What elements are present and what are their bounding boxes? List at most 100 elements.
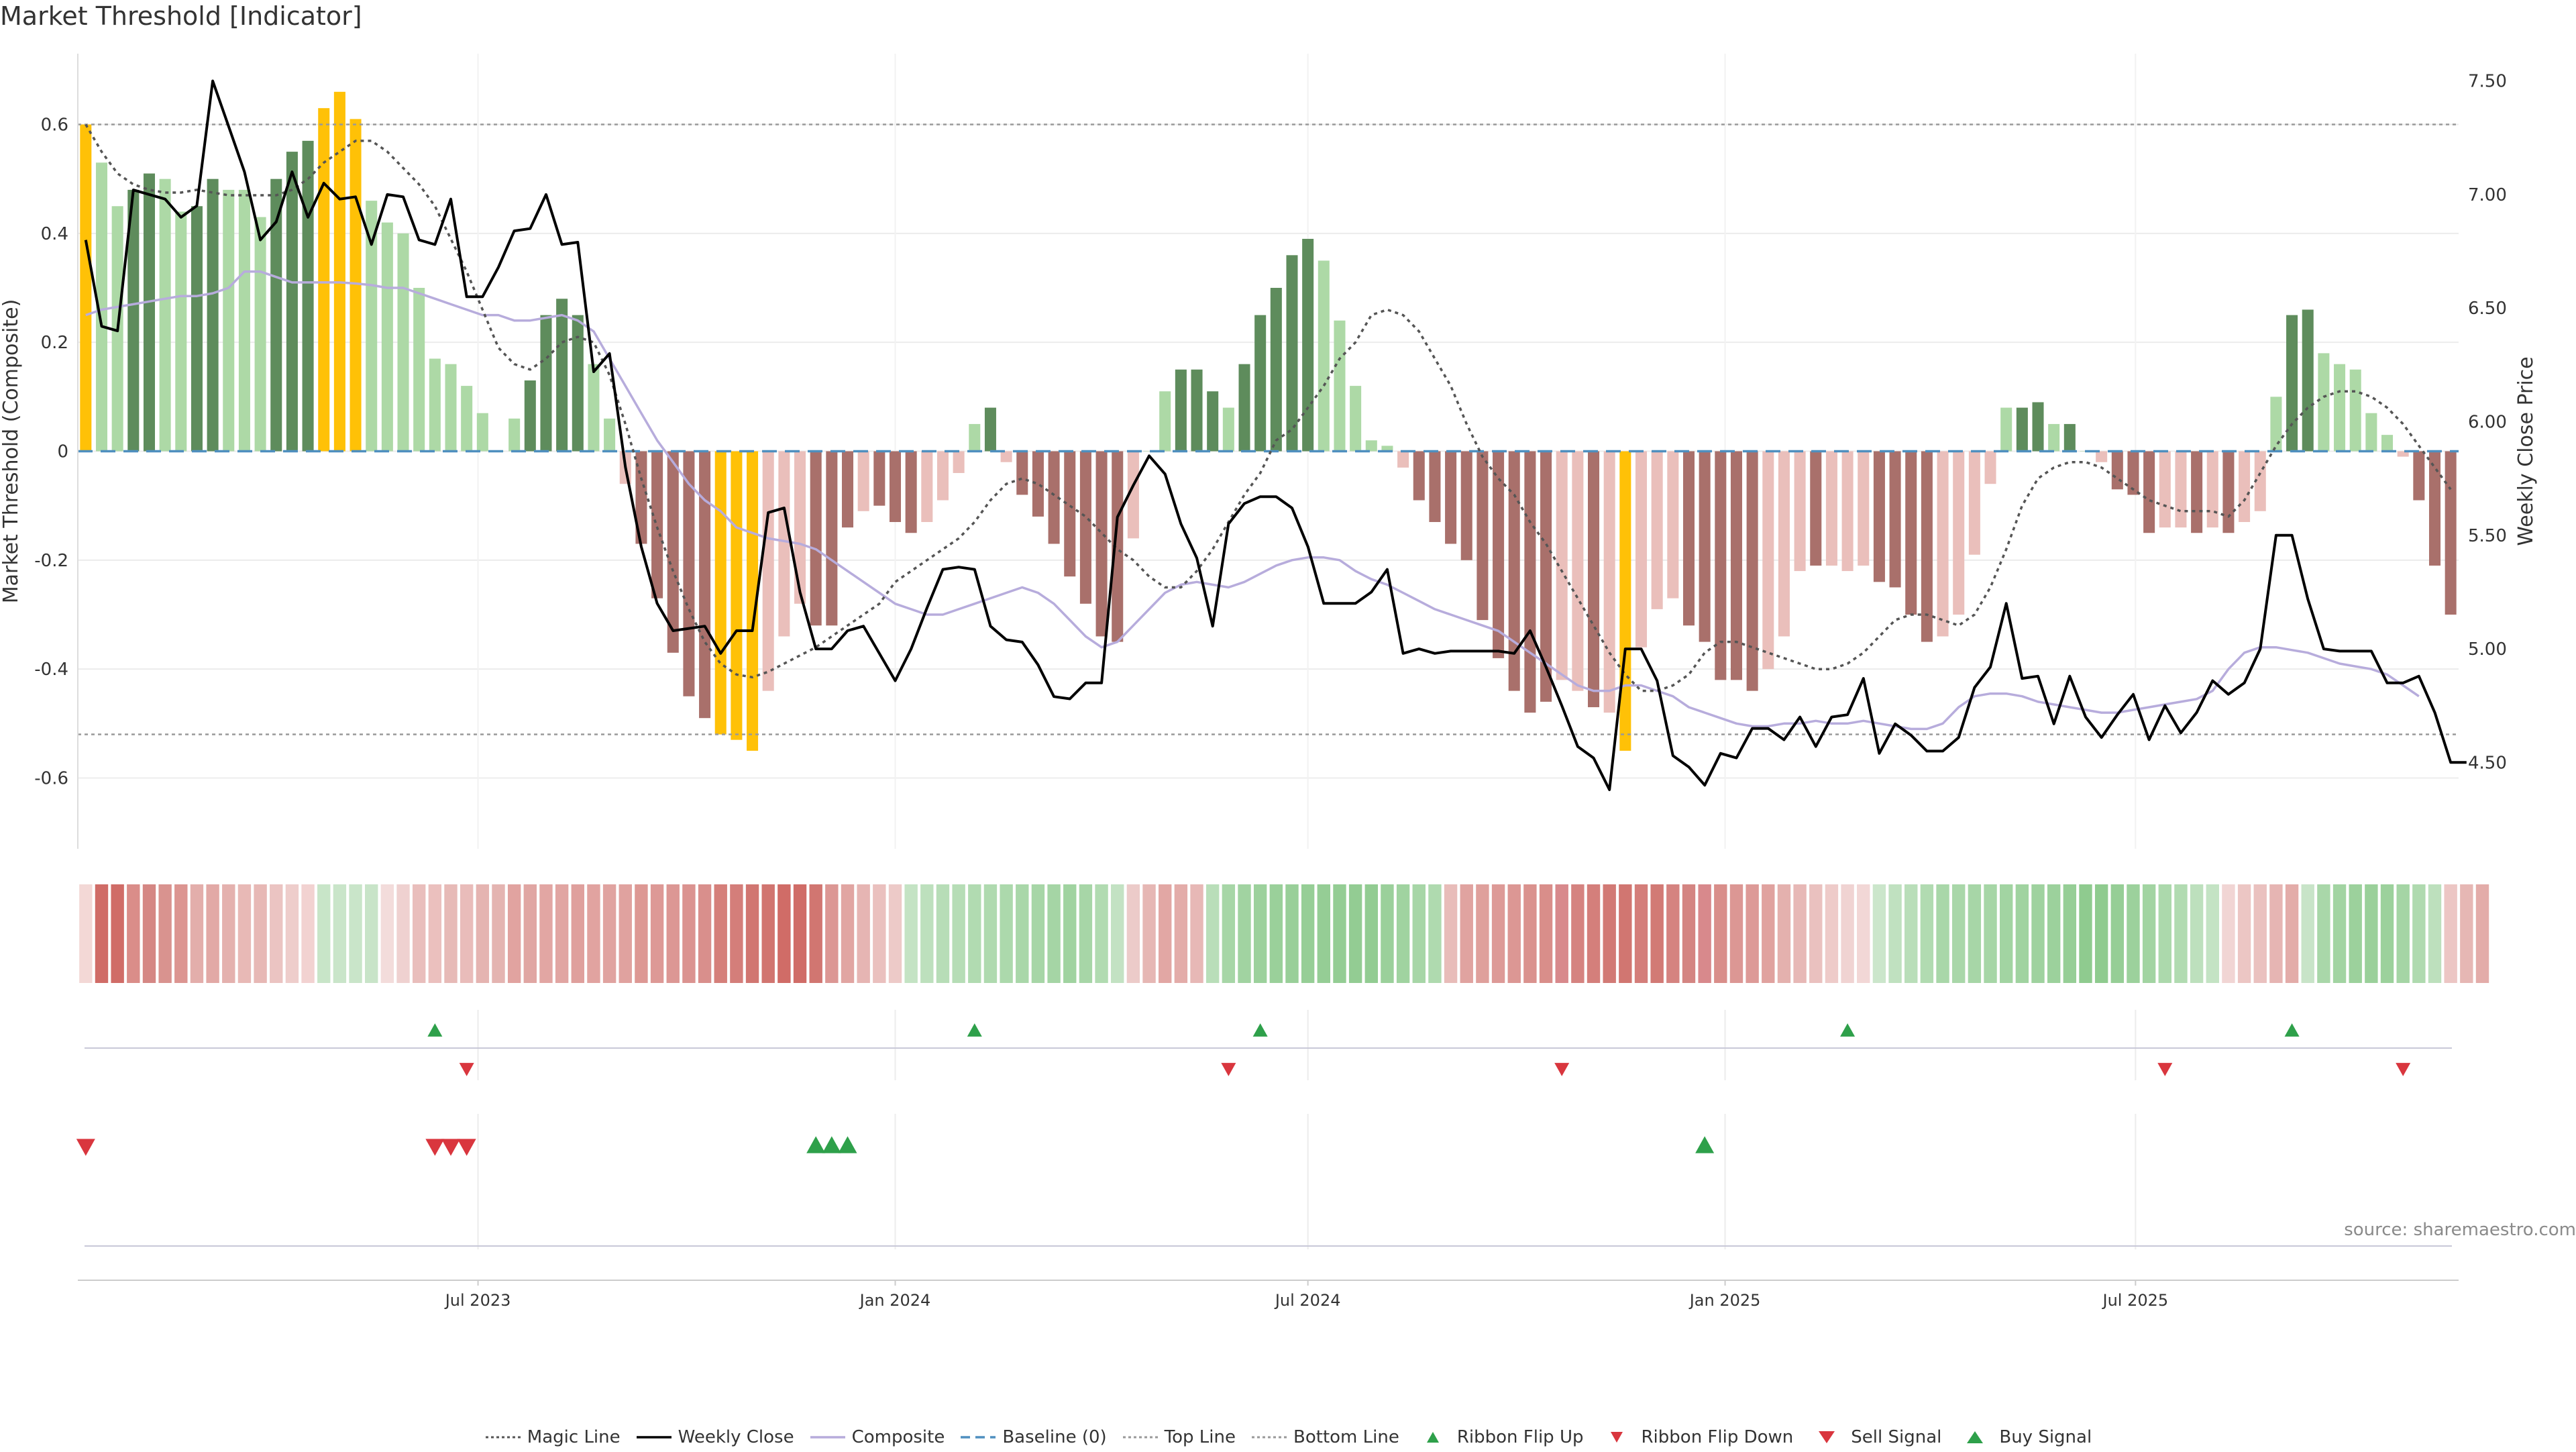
ribbon-cell: [1016, 884, 1029, 983]
ribbon-cell: [2174, 884, 2188, 983]
ribbon-cell: [2237, 884, 2251, 983]
composite-bar: [1953, 451, 1965, 615]
ribbon-cell: [1460, 884, 1473, 983]
composite-bar: [1667, 451, 1679, 599]
ribbon-cell: [79, 884, 93, 983]
ribbon-cell: [936, 884, 950, 983]
ribbon-cell: [1333, 884, 1346, 983]
ribbon-cell: [2412, 884, 2426, 983]
composite-bar: [333, 91, 345, 452]
composite-bar: [889, 451, 902, 523]
ribbon-cell: [142, 884, 156, 983]
composite-bar: [1905, 451, 1917, 615]
composite-bar: [1350, 386, 1362, 452]
sell-signal-marker: [441, 1139, 461, 1156]
composite-bar: [1889, 451, 1901, 588]
axes: -0.6 -0.4 -0.2 0 0.2 0.4 0.6 4.50 5.00 5.50 6.00 6.…: [0, 54, 2538, 849]
composite-bar: [683, 451, 695, 696]
dotted-gray-line-icon: [1250, 1431, 1288, 1444]
ribbon-cell: [1825, 884, 1839, 983]
composite-bars: [80, 91, 2457, 751]
composite-bar: [1730, 451, 1742, 680]
composite-bar: [588, 364, 600, 452]
ribbon-cell: [587, 884, 600, 983]
composite-bar: [1112, 451, 1124, 642]
composite-bar: [127, 189, 140, 452]
composite-bar: [1921, 451, 1933, 642]
ribbon-cell: [1714, 884, 1727, 983]
ribbon-cell: [1762, 884, 1775, 983]
composite-bar: [2159, 451, 2171, 528]
composite-bar: [1984, 451, 1996, 484]
ribbon-cell: [1984, 884, 1997, 983]
ribbon-cell: [333, 884, 347, 983]
x-tick-label: Jan 2024: [859, 1291, 931, 1310]
composite-bar: [857, 451, 869, 511]
ribbon-cell: [2222, 884, 2235, 983]
ribbon-cell: [714, 884, 727, 983]
ribbon-cell: [206, 884, 219, 983]
composite-bar: [2302, 309, 2314, 452]
ribbon-cell: [888, 884, 902, 983]
composite-bar: [381, 222, 393, 452]
composite-bar: [936, 451, 949, 501]
ribbon-cell: [571, 884, 584, 983]
composite-bar: [2048, 423, 2060, 452]
series-lines: [78, 79, 2467, 791]
composite-bar: [2222, 451, 2235, 533]
ribbon-cell: [317, 884, 331, 983]
ribbon-cell: [1412, 884, 1426, 983]
ribbon-cell: [635, 884, 648, 983]
ribbon-cell: [1634, 884, 1648, 983]
composite-bar: [2032, 402, 2044, 452]
legend-label: Top Line: [1164, 1427, 1236, 1447]
composite-bar: [1619, 451, 1631, 751]
sell-signal-marker: [457, 1139, 476, 1156]
composite-bar: [429, 358, 441, 452]
ribbon-cell: [1857, 884, 1870, 983]
composite-bar: [2413, 451, 2425, 501]
y-tick-label: 0: [57, 442, 68, 462]
ribbon-cell: [1126, 884, 1140, 983]
buy-signal-marker: [838, 1136, 857, 1153]
ribbon-cell: [492, 884, 505, 983]
ribbon-cell: [682, 884, 696, 983]
ribbon-cell: [523, 884, 537, 983]
composite-bar: [1318, 260, 1330, 452]
x-tick-label: Jul 2023: [444, 1291, 511, 1310]
composite-bar: [1445, 451, 1457, 544]
ribbon-cell: [2285, 884, 2299, 983]
composite-bar: [2318, 353, 2330, 452]
composite-bar: [747, 451, 759, 751]
composite-bar: [1286, 255, 1298, 452]
ribbon-cell: [1777, 884, 1791, 983]
composite-bar: [397, 233, 409, 452]
ribbon-cell: [857, 884, 870, 983]
ribbon-cell: [1698, 884, 1711, 983]
ribbon-cell: [1190, 884, 1203, 983]
ribbon-cell: [476, 884, 490, 983]
ribbon-cell: [380, 884, 394, 983]
ribbon-cell: [2444, 884, 2457, 983]
ribbon-cell: [174, 884, 188, 983]
legend-item: Magic Line: [484, 1427, 621, 1447]
ribbon-flip-up-marker: [1840, 1023, 1856, 1037]
legend-item: Baseline (0): [959, 1427, 1107, 1447]
composite-bar: [1191, 369, 1203, 452]
ribbon-cell: [1999, 884, 2013, 983]
ribbon-cell: [2142, 884, 2156, 983]
composite-bar: [2365, 413, 2377, 452]
sell-signal-marker: [76, 1139, 95, 1156]
composite-bar: [1746, 451, 1758, 691]
ribbon-flip-up-marker: [1252, 1023, 1268, 1037]
ribbon-cell: [2253, 884, 2267, 983]
composite-bar: [302, 140, 314, 452]
composite-bar: [191, 206, 203, 452]
ribbon-cell: [904, 884, 918, 983]
ribbon-cell: [873, 884, 886, 983]
composite-bar: [921, 451, 933, 523]
composite-bar: [651, 451, 663, 599]
composite-bar: [1334, 320, 1346, 452]
ribbon-cell: [301, 884, 315, 983]
